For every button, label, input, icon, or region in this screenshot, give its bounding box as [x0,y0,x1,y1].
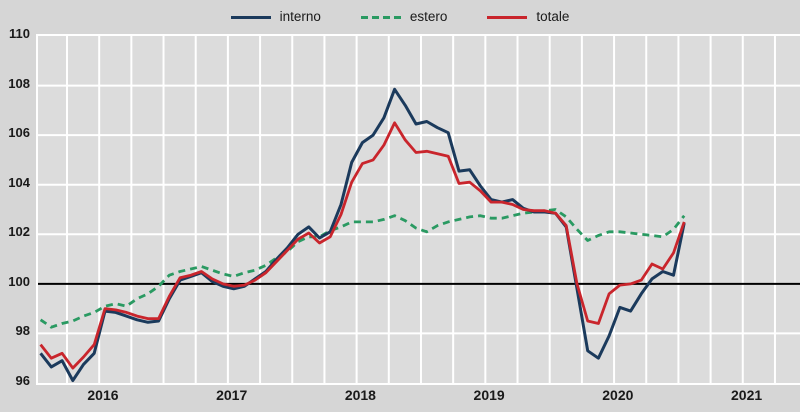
x-tick-label-2017: 2017 [216,387,248,403]
x-tick-label-2018: 2018 [344,387,376,403]
totale-line-swatch-icon [487,15,528,19]
legend-label-totale: totale [536,9,570,24]
estero-dashed-line-swatch-icon [360,15,401,19]
series-line-estero [39,208,686,329]
chart-legend: interno estero totale [0,10,800,24]
legend-item-estero: estero [360,9,448,24]
interno-line-swatch-icon [230,15,271,19]
legend-label-estero: estero [409,9,448,24]
y-tick-label-110: 110 [9,26,30,41]
series-line-totale [39,121,686,370]
y-tick-label-102: 102 [8,224,30,240]
y-tick-label-106: 106 [8,125,30,141]
y-tick-label-104: 104 [8,174,30,190]
legend-label-interno: interno [279,9,321,24]
y-tick-label-96: 96 [15,373,30,388]
x-tick-label-2020: 2020 [602,387,634,403]
chart-plot-svg [38,36,800,383]
plot-area [36,34,800,385]
y-tick-label-98: 98 [15,323,30,339]
x-tick-label-2019: 2019 [473,387,505,403]
legend-item-totale: totale [487,10,569,24]
x-tick-label-2021: 2021 [731,387,763,403]
x-tick-label-2016: 2016 [87,387,119,403]
y-tick-label-100: 100 [8,273,30,289]
legend-item-interno: interno [230,9,321,24]
y-tick-label-108: 108 [8,75,30,91]
